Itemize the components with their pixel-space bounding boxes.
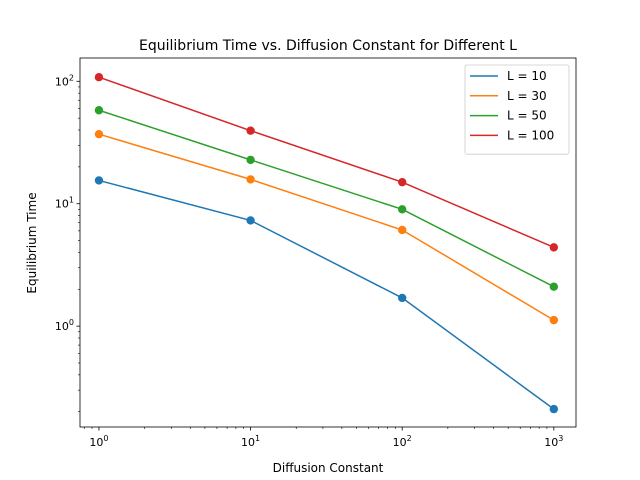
series-line-1 <box>98 179 555 410</box>
data-point <box>246 126 255 135</box>
legend-label: L = 30 <box>507 89 547 103</box>
y-tick-label: 101 <box>55 196 74 211</box>
y-tick-label: 102 <box>55 73 74 88</box>
plot-area: 100 101 102 103 100 101 102 <box>55 57 577 449</box>
data-point <box>398 205 407 214</box>
legend: L = 10 L = 30 L = 50 L = 100 <box>464 64 570 155</box>
data-point <box>549 282 559 291</box>
data-point <box>94 129 104 139</box>
data-point <box>94 176 104 185</box>
data-point <box>246 175 255 184</box>
y-tick-label: 100 <box>55 318 74 333</box>
legend-box <box>464 64 570 155</box>
data-point <box>94 106 104 115</box>
data-point <box>549 315 559 325</box>
x-tick-label: 101 <box>241 434 260 449</box>
series-line-4 <box>98 76 555 249</box>
x-tick-label: 102 <box>393 434 412 449</box>
data-point <box>246 216 255 225</box>
y-axis-label: Equilibrium Time <box>25 192 39 293</box>
x-axis-label: Diffusion Constant <box>273 461 384 475</box>
data-point <box>549 404 559 414</box>
data-point <box>398 225 407 235</box>
data-point <box>398 293 407 303</box>
legend-label: L = 50 <box>507 109 547 123</box>
x-tick-label: 103 <box>544 434 563 449</box>
plot-frame <box>79 57 577 428</box>
legend-label: L = 100 <box>507 128 554 142</box>
series-line-2 <box>98 133 555 321</box>
data-point <box>398 177 407 187</box>
data-point <box>549 243 559 252</box>
legend-label: L = 10 <box>507 69 547 83</box>
chart-title: Equilibrium Time vs. Diffusion Constant … <box>139 38 517 54</box>
data-point <box>246 155 255 165</box>
data-point <box>94 73 104 82</box>
x-tick-label: 100 <box>89 434 108 449</box>
series-line-3 <box>98 109 555 288</box>
